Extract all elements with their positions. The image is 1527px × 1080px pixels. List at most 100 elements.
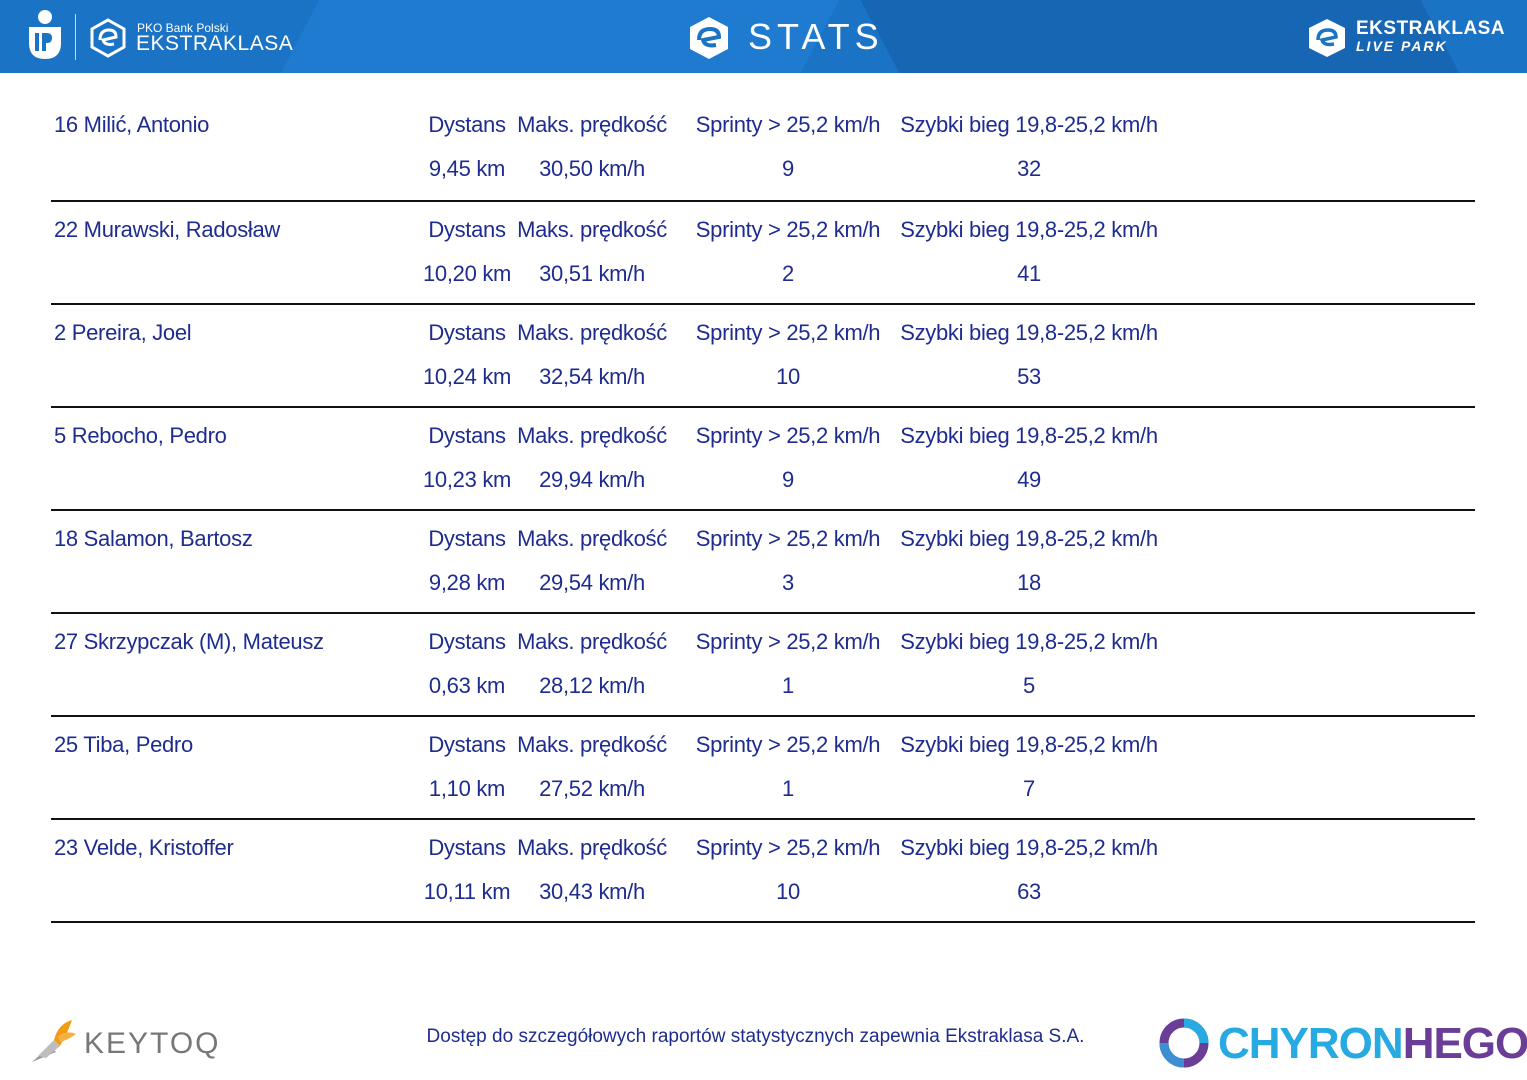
distance-value: 10,23 km [422, 467, 512, 492]
distance-label: Dystans [428, 526, 506, 551]
max-speed-value: 27,52 km/h [539, 776, 645, 801]
player-row: 5 Rebocho, Pedro Dystans Maks. prędkość … [51, 408, 1475, 511]
keytoq-logo-text: KEYTOQ [84, 1027, 221, 1060]
chyron-text-part: CHYRON [1218, 1019, 1404, 1068]
max-speed-label: Maks. prędkość [517, 112, 667, 137]
max-speed-label: Maks. prędkość [517, 526, 667, 551]
sprints-label: Sprinty > 25,2 km/h [695, 217, 881, 242]
header-bar: PKO Bank Polski EKSTRAKLASA STATS EKSTRA… [0, 0, 1527, 73]
sprints-value: 9 [782, 467, 794, 492]
player-name: 2 Pereira, Joel [54, 320, 192, 345]
fast-run-label: Szybki bieg 19,8-25,2 km/h [900, 320, 1158, 345]
distance-value: 1,10 km [428, 776, 506, 801]
chyronhego-logo-text: CHYRONHEGO [1218, 1019, 1527, 1069]
fast-run-value: 5 [1023, 673, 1035, 698]
distance-label: Dystans [428, 732, 506, 757]
player-row: 25 Tiba, Pedro Dystans Maks. prędkość Sp… [51, 717, 1475, 820]
fast-run-value: 18 [1017, 570, 1041, 595]
keytoq-logo-icon [32, 1020, 76, 1062]
pko-bank-text: PKO Bank Polski [137, 21, 229, 35]
page-title: STATS [748, 16, 884, 57]
player-name: 25 Tiba, Pedro [54, 732, 193, 757]
sprints-label: Sprinty > 25,2 km/h [695, 732, 881, 757]
max-speed-value: 29,94 km/h [539, 467, 645, 492]
player-stats-list: 16 Milić, Antonio Dystans Maks. prędkość… [51, 97, 1475, 923]
player-name: 16 Milić, Antonio [54, 112, 210, 137]
player-row: 18 Salamon, Bartosz Dystans Maks. prędko… [51, 511, 1475, 614]
player-row: 16 Milić, Antonio Dystans Maks. prędkość… [51, 97, 1475, 202]
distance-value: 0,63 km [428, 673, 506, 698]
sprints-value: 3 [782, 570, 794, 595]
fast-run-label: Szybki bieg 19,8-25,2 km/h [900, 835, 1158, 860]
fast-run-label: Szybki bieg 19,8-25,2 km/h [900, 423, 1158, 448]
sprints-label: Sprinty > 25,2 km/h [695, 629, 881, 654]
distance-value: 9,45 km [428, 156, 506, 181]
sprints-value: 1 [782, 776, 794, 801]
fast-run-value: 53 [1017, 364, 1041, 389]
sprints-value: 10 [776, 364, 800, 389]
sprints-label: Sprinty > 25,2 km/h [695, 320, 881, 345]
max-speed-label: Maks. prędkość [517, 732, 667, 757]
max-speed-label: Maks. prędkość [517, 835, 667, 860]
max-speed-label: Maks. prędkość [517, 423, 667, 448]
ekstraklasa-stats-emblem-icon [690, 17, 728, 59]
hego-text-part: HEGO [1402, 1019, 1527, 1068]
sprints-label: Sprinty > 25,2 km/h [695, 526, 881, 551]
distance-label: Dystans [428, 423, 506, 448]
player-name: 27 Skrzypczak (M), Mateusz [54, 629, 324, 654]
max-speed-value: 28,12 km/h [539, 673, 645, 698]
player-row: 2 Pereira, Joel Dystans Maks. prędkość S… [51, 305, 1475, 408]
distance-label: Dystans [428, 320, 506, 345]
sprints-value: 10 [776, 879, 800, 904]
sprints-label: Sprinty > 25,2 km/h [695, 423, 881, 448]
sprints-value: 1 [782, 673, 794, 698]
max-speed-value: 30,50 km/h [539, 156, 645, 181]
distance-label: Dystans [428, 629, 506, 654]
player-row: 23 Velde, Kristoffer Dystans Maks. prędk… [51, 820, 1475, 923]
max-speed-value: 29,54 km/h [539, 570, 645, 595]
fast-run-value: 49 [1017, 467, 1041, 492]
pko-bank-logo-icon [29, 10, 61, 59]
player-name: 5 Rebocho, Pedro [54, 423, 227, 448]
max-speed-label: Maks. prędkość [517, 217, 667, 242]
fast-run-label: Szybki bieg 19,8-25,2 km/h [900, 112, 1158, 137]
player-name: 22 Murawski, Radosław [54, 217, 281, 242]
sprints-label: Sprinty > 25,2 km/h [695, 112, 881, 137]
player-row: 22 Murawski, Radosław Dystans Maks. pręd… [51, 202, 1475, 305]
sprints-value: 9 [782, 156, 794, 181]
distance-label: Dystans [428, 112, 506, 137]
live-park-emblem-icon [1309, 19, 1345, 57]
max-speed-value: 30,43 km/h [539, 879, 645, 904]
distance-value: 10,11 km [423, 879, 511, 904]
fast-run-value: 63 [1017, 879, 1041, 904]
fast-run-value: 41 [1017, 261, 1041, 286]
distance-value: 9,28 km [428, 570, 506, 595]
chyronhego-logo-icon [1159, 1018, 1209, 1068]
distance-value: 10,20 km [422, 261, 512, 286]
distance-value: 10,24 km [422, 364, 512, 389]
footer-note-text: Dostęp do szczegółowych raportów statyst… [426, 1026, 1085, 1047]
player-name: 18 Salamon, Bartosz [54, 526, 253, 551]
live-park-title: EKSTRAKLASA [1356, 18, 1506, 39]
max-speed-value: 32,54 km/h [539, 364, 645, 389]
ekstraklasa-text: EKSTRAKLASA [136, 32, 294, 55]
fast-run-label: Szybki bieg 19,8-25,2 km/h [900, 217, 1158, 242]
footer-note: Dostęp do szczegółowych raportów statyst… [0, 1026, 1527, 1048]
live-park-subtitle: LIVE PARK [1356, 38, 1448, 54]
fast-run-label: Szybki bieg 19,8-25,2 km/h [900, 526, 1158, 551]
max-speed-value: 30,51 km/h [539, 261, 645, 286]
player-name: 23 Velde, Kristoffer [54, 835, 234, 860]
player-row: 27 Skrzypczak (M), Mateusz Dystans Maks.… [51, 614, 1475, 717]
fast-run-label: Szybki bieg 19,8-25,2 km/h [900, 732, 1158, 757]
fast-run-label: Szybki bieg 19,8-25,2 km/h [900, 629, 1158, 654]
sprints-value: 2 [782, 261, 794, 286]
fast-run-value: 32 [1017, 156, 1041, 181]
distance-label: Dystans [428, 217, 506, 242]
max-speed-label: Maks. prędkość [517, 320, 667, 345]
distance-label: Dystans [428, 835, 506, 860]
ekstraklasa-emblem-icon [90, 18, 126, 58]
logo-divider [75, 14, 76, 60]
max-speed-label: Maks. prędkość [517, 629, 667, 654]
fast-run-value: 7 [1023, 776, 1035, 801]
sprints-label: Sprinty > 25,2 km/h [695, 835, 881, 860]
